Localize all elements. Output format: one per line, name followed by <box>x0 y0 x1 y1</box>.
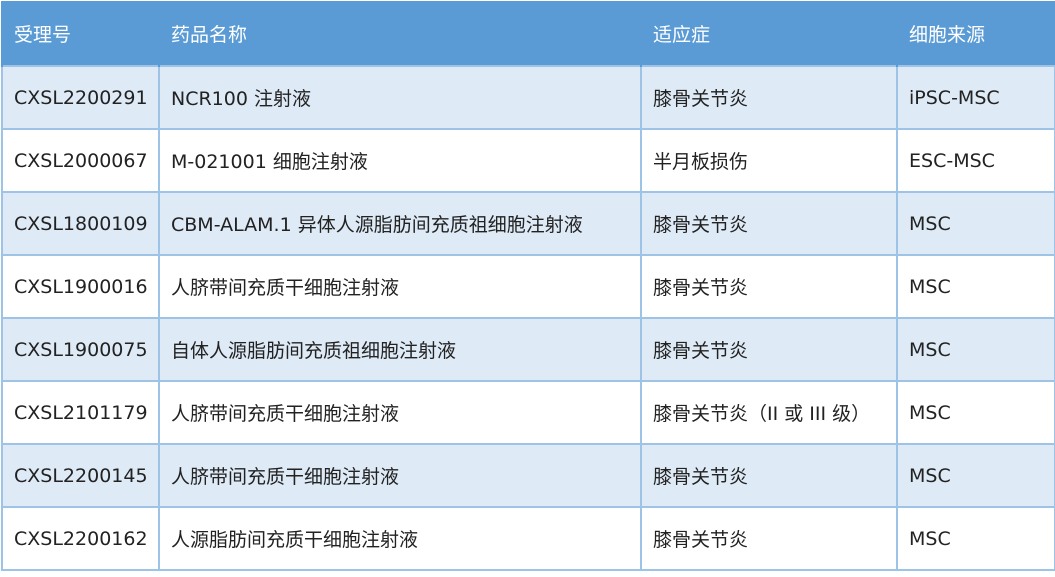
cell-drug-name: NCR100 注射液 <box>158 65 642 130</box>
table-row: CXSL2200162 人源脂肪间充质干细胞注射液 膝骨关节炎 MSC <box>1 506 1055 571</box>
cell-cell-source: MSC <box>896 506 1055 571</box>
cell-acceptance-no: CXSL1900075 <box>1 317 160 382</box>
cell-acceptance-no: CXSL2101179 <box>1 380 160 445</box>
table-row: CXSL2000067 M-021001 细胞注射液 半月板损伤 ESC-MSC <box>1 128 1055 193</box>
cell-drug-name: CBM-ALAM.1 异体人源脂肪间充质祖细胞注射液 <box>158 191 642 256</box>
cell-indication: 膝骨关节炎 <box>640 191 898 256</box>
cell-cell-source: iPSC-MSC <box>896 65 1055 130</box>
cell-cell-source: MSC <box>896 443 1055 508</box>
cell-drug-name: 人脐带间充质干细胞注射液 <box>158 443 642 508</box>
cell-drug-name: 自体人源脂肪间充质祖细胞注射液 <box>158 317 642 382</box>
cell-cell-source: MSC <box>896 317 1055 382</box>
cell-drug-name: 人脐带间充质干细胞注射液 <box>158 380 642 445</box>
table-row: CXSL1800109 CBM-ALAM.1 异体人源脂肪间充质祖细胞注射液 膝骨关… <box>1 191 1055 256</box>
cell-indication: 膝骨关节炎 <box>640 65 898 130</box>
cell-drug-name: 人脐带间充质干细胞注射液 <box>158 254 642 319</box>
cell-acceptance-no: CXSL1800109 <box>1 191 160 256</box>
cell-cell-source: MSC <box>896 254 1055 319</box>
header-indication: 适应症 <box>640 1 897 66</box>
cell-drug-name: M-021001 细胞注射液 <box>158 128 642 193</box>
table-row: CXSL2101179 人脐带间充质干细胞注射液 膝骨关节炎（II 或 III 级）… <box>1 380 1055 445</box>
table-row: CXSL2200145 人脐带间充质干细胞注射液 膝骨关节炎 MSC <box>1 443 1055 508</box>
table-row: CXSL2200291 NCR100 注射液 膝骨关节炎 iPSC-MSC <box>1 65 1055 130</box>
cell-indication: 半月板损伤 <box>640 128 898 193</box>
cell-acceptance-no: CXSL2200291 <box>1 65 160 130</box>
cell-cell-source: MSC <box>896 191 1055 256</box>
cell-drug-name: 人源脂肪间充质干细胞注射液 <box>158 506 642 571</box>
cell-indication: 膝骨关节炎 <box>640 443 898 508</box>
cell-acceptance-no: CXSL2200162 <box>1 506 160 571</box>
header-row: 受理号 药品名称 适应症 细胞来源 <box>1 1 1055 66</box>
cell-indication: 膝骨关节炎 <box>640 317 898 382</box>
cell-indication: 膝骨关节炎 <box>640 506 898 571</box>
cell-cell-source: MSC <box>896 380 1055 445</box>
cell-acceptance-no: CXSL1900016 <box>1 254 160 319</box>
cell-cell-source: ESC-MSC <box>896 128 1055 193</box>
header-acceptance-no: 受理号 <box>1 1 159 66</box>
cell-indication: 膝骨关节炎 <box>640 254 898 319</box>
header-drug-name: 药品名称 <box>158 1 641 66</box>
cell-acceptance-no: CXSL2200145 <box>1 443 160 508</box>
cell-indication: 膝骨关节炎（II 或 III 级） <box>640 380 898 445</box>
table-row: CXSL1900016 人脐带间充质干细胞注射液 膝骨关节炎 MSC <box>1 254 1055 319</box>
table-row: CXSL1900075 自体人源脂肪间充质祖细胞注射液 膝骨关节炎 MSC <box>1 317 1055 382</box>
cell-acceptance-no: CXSL2000067 <box>1 128 160 193</box>
header-cell-source: 细胞来源 <box>896 1 1055 66</box>
